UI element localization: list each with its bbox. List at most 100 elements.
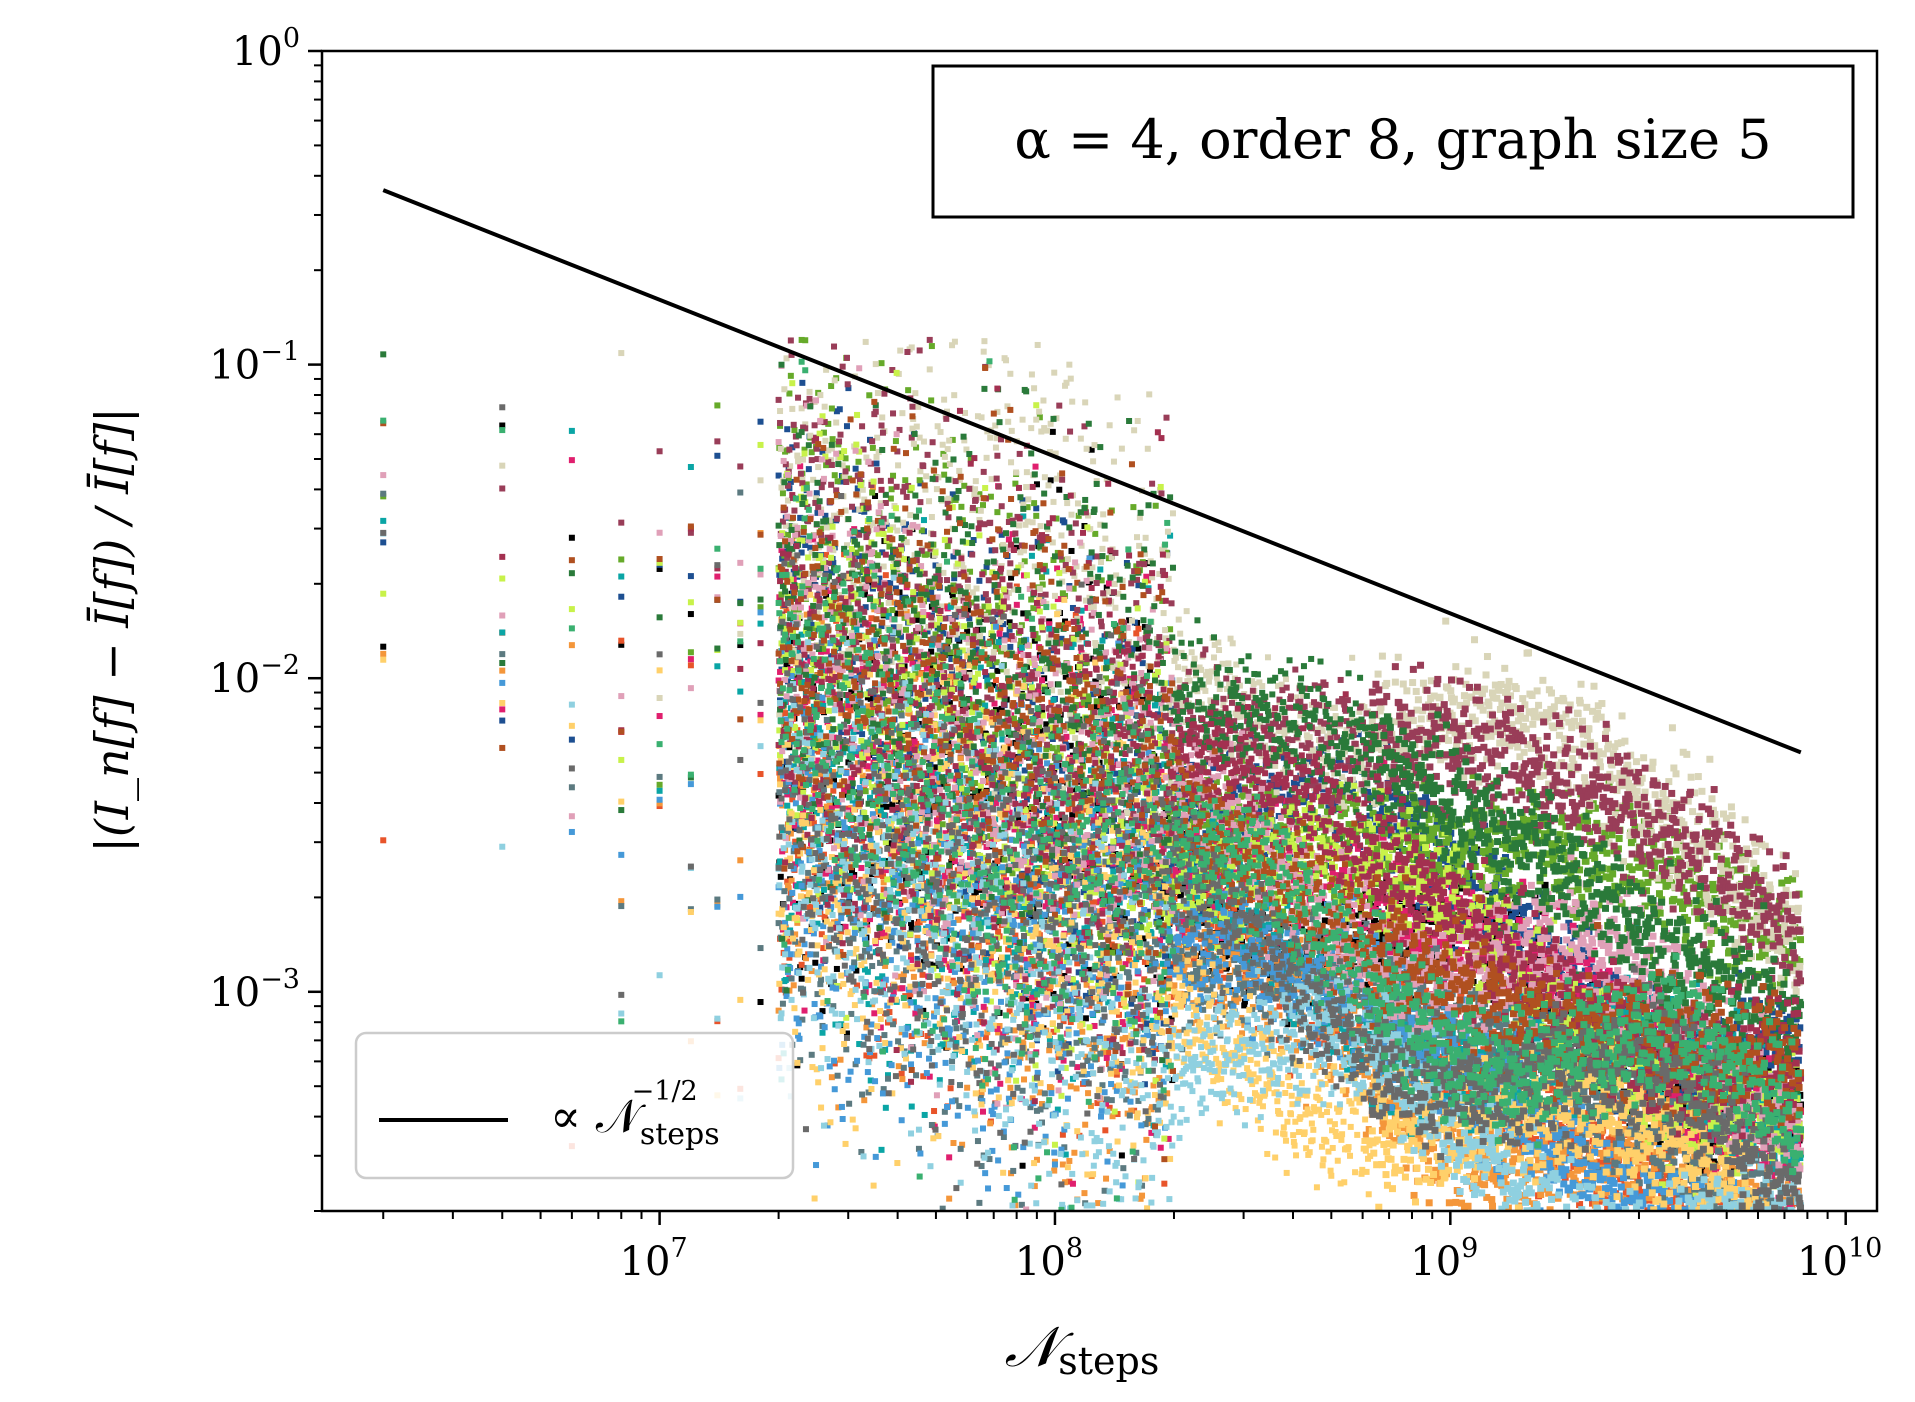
data-point	[892, 585, 899, 592]
data-point	[1020, 610, 1027, 617]
data-point	[861, 508, 868, 515]
data-point	[1126, 957, 1133, 964]
data-point	[1066, 1178, 1073, 1185]
data-point	[1624, 1181, 1632, 1189]
data-point	[802, 955, 809, 962]
data-point	[924, 628, 931, 635]
data-point	[1112, 1083, 1119, 1090]
data-point	[933, 962, 940, 969]
data-point	[568, 642, 575, 649]
data-point	[1670, 1196, 1678, 1204]
data-point	[1377, 958, 1385, 966]
data-point	[1110, 1033, 1117, 1040]
data-point	[1051, 1167, 1058, 1174]
data-point	[1116, 958, 1123, 965]
data-point	[878, 623, 885, 630]
data-point	[906, 710, 913, 717]
data-point	[1641, 1161, 1649, 1169]
data-point	[914, 955, 921, 962]
data-point	[1036, 947, 1043, 954]
data-point	[1082, 1121, 1089, 1128]
data-point	[890, 624, 897, 631]
data-point	[798, 961, 805, 968]
data-point	[1018, 892, 1025, 899]
data-point	[932, 562, 939, 569]
data-point	[810, 819, 817, 826]
data-point	[1368, 978, 1376, 986]
data-point	[1061, 972, 1068, 979]
data-point	[1095, 1200, 1102, 1207]
data-point	[1373, 1093, 1381, 1101]
data-point	[1013, 894, 1020, 901]
data-point	[1171, 982, 1178, 989]
data-point	[1612, 1150, 1620, 1158]
data-point	[976, 577, 983, 584]
data-point	[1535, 954, 1543, 962]
data-point	[1396, 1065, 1404, 1073]
data-point	[782, 710, 789, 717]
data-point	[1789, 1194, 1797, 1202]
data-point	[973, 646, 980, 653]
data-point	[1410, 1191, 1418, 1199]
data-point	[1219, 955, 1226, 962]
data-point	[823, 551, 830, 558]
data-point	[1429, 1144, 1437, 1152]
data-point	[1036, 1089, 1043, 1096]
data-point	[949, 491, 956, 498]
data-point	[1563, 1134, 1571, 1142]
data-point	[1135, 645, 1142, 652]
data-point	[880, 879, 887, 886]
data-point	[875, 767, 882, 774]
data-point	[1133, 630, 1140, 637]
data-point	[824, 880, 831, 887]
data-point	[1177, 891, 1184, 898]
data-point	[969, 793, 976, 800]
data-point	[1136, 1047, 1143, 1054]
data-point	[1532, 1136, 1540, 1144]
data-point	[1326, 1063, 1333, 1070]
data-point	[1614, 1155, 1622, 1163]
scatter-series	[380, 336, 1805, 1211]
data-point	[799, 379, 806, 386]
data-point	[499, 667, 506, 674]
data-point	[1204, 946, 1211, 953]
data-point	[973, 798, 980, 805]
data-point	[1239, 1030, 1246, 1037]
data-point	[1213, 999, 1220, 1006]
data-point	[1154, 897, 1161, 904]
data-point	[914, 934, 921, 941]
data-point	[1073, 1085, 1080, 1092]
data-point	[1085, 1090, 1092, 1097]
data-point	[1021, 1076, 1028, 1083]
data-point	[1139, 695, 1146, 702]
data-point	[1574, 1132, 1582, 1140]
data-point	[1137, 1195, 1144, 1202]
data-point	[1457, 1132, 1465, 1140]
data-point	[1062, 1179, 1069, 1186]
data-point	[1028, 840, 1035, 847]
data-point	[819, 1008, 826, 1015]
data-point	[974, 944, 981, 951]
data-point	[921, 1040, 928, 1047]
data-point	[1033, 505, 1040, 512]
data-point	[1642, 1193, 1650, 1201]
data-point	[1514, 1169, 1522, 1177]
data-point	[787, 478, 794, 485]
data-point	[1241, 998, 1248, 1005]
data-point	[1218, 999, 1225, 1006]
data-point	[1088, 446, 1095, 453]
data-point	[1092, 899, 1099, 906]
data-point	[687, 611, 694, 618]
data-point	[812, 959, 819, 966]
data-point	[801, 894, 808, 901]
data-point	[1153, 1046, 1160, 1053]
data-point	[910, 973, 917, 980]
data-point	[985, 936, 992, 943]
data-point	[803, 611, 810, 618]
data-point	[818, 618, 825, 625]
data-point	[899, 1076, 906, 1083]
data-point	[1011, 1027, 1018, 1034]
data-point	[918, 671, 925, 678]
data-point	[1065, 941, 1072, 948]
